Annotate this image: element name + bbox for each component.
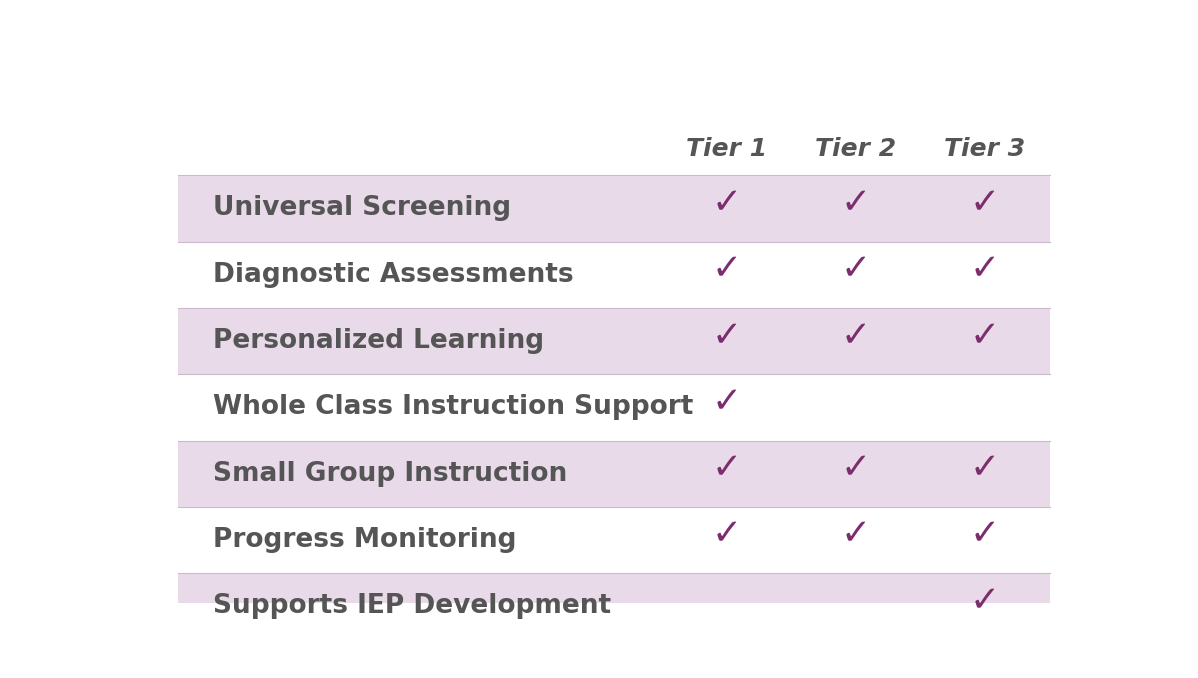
Text: ✓: ✓ bbox=[712, 452, 742, 485]
Text: ✓: ✓ bbox=[712, 518, 742, 552]
Text: Small Group Instruction: Small Group Instruction bbox=[212, 460, 567, 487]
Text: ✓: ✓ bbox=[712, 319, 742, 353]
Text: ✓: ✓ bbox=[969, 252, 1000, 287]
Text: Tier 2: Tier 2 bbox=[815, 137, 896, 161]
Text: ✓: ✓ bbox=[969, 452, 1000, 485]
Text: ✓: ✓ bbox=[841, 518, 871, 552]
Text: ✓: ✓ bbox=[969, 584, 1000, 618]
Text: ✓: ✓ bbox=[841, 319, 871, 353]
Bar bbox=[177, 308, 1051, 374]
Text: ✓: ✓ bbox=[969, 319, 1000, 353]
Text: ✓: ✓ bbox=[841, 186, 871, 220]
Text: ✓: ✓ bbox=[841, 252, 871, 287]
Text: Tier 3: Tier 3 bbox=[944, 137, 1025, 161]
Text: ✓: ✓ bbox=[712, 186, 742, 220]
Text: Universal Screening: Universal Screening bbox=[212, 195, 510, 222]
Text: ✓: ✓ bbox=[712, 252, 742, 287]
Text: ✓: ✓ bbox=[969, 186, 1000, 220]
Text: Personalized Learning: Personalized Learning bbox=[212, 328, 544, 354]
Text: Tier 1: Tier 1 bbox=[686, 137, 767, 161]
Bar bbox=[177, 241, 1051, 308]
Text: ✓: ✓ bbox=[712, 385, 742, 419]
Text: ✓: ✓ bbox=[969, 518, 1000, 552]
Bar bbox=[177, 573, 1051, 639]
Text: Whole Class Instruction Support: Whole Class Instruction Support bbox=[212, 395, 692, 420]
Text: ✓: ✓ bbox=[841, 452, 871, 485]
Bar bbox=[177, 374, 1051, 441]
Bar bbox=[177, 176, 1051, 241]
Text: Supports IEP Development: Supports IEP Development bbox=[212, 593, 611, 619]
Bar bbox=[177, 507, 1051, 573]
Text: Progress Monitoring: Progress Monitoring bbox=[212, 527, 516, 553]
Text: Diagnostic Assessments: Diagnostic Assessments bbox=[212, 262, 573, 287]
Bar bbox=[177, 441, 1051, 507]
